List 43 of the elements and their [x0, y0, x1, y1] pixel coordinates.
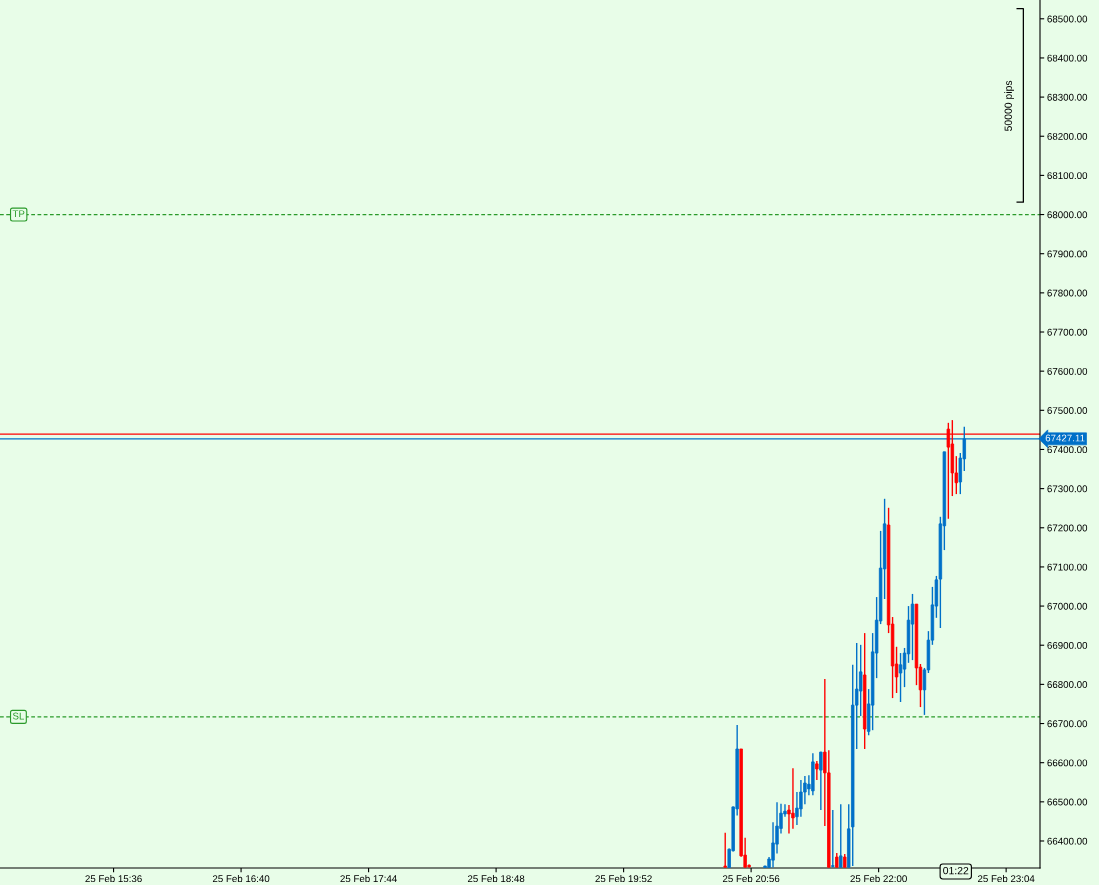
- y-tick-label: 66700.00: [1047, 720, 1088, 728]
- y-tick-label: 67300.00: [1047, 485, 1088, 493]
- candlestick: [898, 652, 903, 703]
- ref-line-label: 67427.11: [1045, 434, 1085, 442]
- x-tick-label: 25 Feb 16:40: [212, 874, 270, 883]
- candlestick: [839, 803, 843, 868]
- y-tick-label: 68000.00: [1047, 211, 1088, 219]
- y-tick-label: 68300.00: [1047, 93, 1088, 101]
- candlestick: [858, 644, 863, 717]
- y-tick-label: 67800.00: [1047, 289, 1088, 297]
- y-tick-label: 66500.00: [1047, 798, 1088, 806]
- y-tick-label: 66600.00: [1047, 759, 1088, 767]
- candlestick: [910, 593, 915, 661]
- ref-line-label: TP: [12, 210, 25, 218]
- x-tick-label: 25 Feb 19:52: [595, 874, 652, 883]
- x-tick-label: 25 Feb 18:48: [467, 874, 525, 883]
- candlestick: [819, 751, 823, 811]
- y-tick-label: 66400.00: [1047, 837, 1088, 845]
- annotation: 01:22: [943, 866, 969, 875]
- candlestick: [831, 809, 835, 868]
- candlestick: [815, 760, 819, 781]
- y-tick-label: 67200.00: [1047, 524, 1088, 532]
- y-tick-label: 68100.00: [1047, 172, 1088, 180]
- y-tick-label: 67100.00: [1047, 563, 1088, 571]
- y-tick-label: 67700.00: [1047, 328, 1088, 336]
- y-tick-label: 66800.00: [1047, 681, 1088, 688]
- x-tick-label: 25 Feb 20:56: [722, 874, 780, 883]
- x-tick-label: 25 Feb 15:36: [85, 874, 142, 883]
- x-tick-label: 25 Feb 23:04: [977, 874, 1035, 883]
- x-tick-label: 25 Feb 22:00: [850, 874, 907, 883]
- y-tick-label: 67500.00: [1047, 407, 1088, 414]
- y-tick-label: 68400.00: [1047, 54, 1088, 62]
- ref-line-label: SL: [12, 712, 25, 720]
- annotation: 50000 pips: [1004, 80, 1014, 131]
- x-tick-label: 25 Feb 17:44: [340, 874, 397, 883]
- y-tick-label: 67900.00: [1047, 250, 1088, 258]
- y-tick-label: 67600.00: [1047, 367, 1088, 375]
- y-tick-label: 67400.00: [1047, 446, 1088, 454]
- y-tick-label: 68200.00: [1047, 132, 1088, 140]
- y-tick-label: 66900.00: [1047, 641, 1088, 649]
- candlestick: [791, 767, 795, 830]
- y-tick-label: 68500.00: [1047, 15, 1088, 23]
- y-tick-label: 67000.00: [1047, 602, 1088, 610]
